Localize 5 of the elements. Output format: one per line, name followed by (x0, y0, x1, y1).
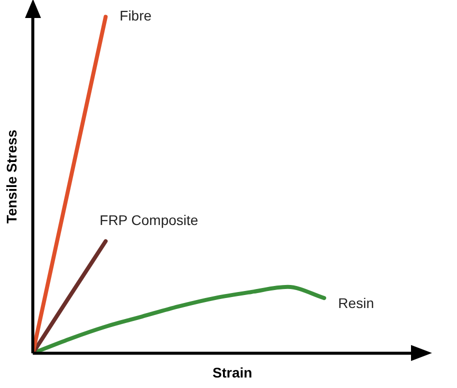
x-axis-title: Strain (212, 364, 252, 380)
y-axis-title: Tensile Stress (3, 129, 20, 224)
series-label: FRP Composite (100, 212, 198, 228)
series-label: Resin (338, 294, 374, 311)
series-label: Fibre (120, 8, 152, 24)
